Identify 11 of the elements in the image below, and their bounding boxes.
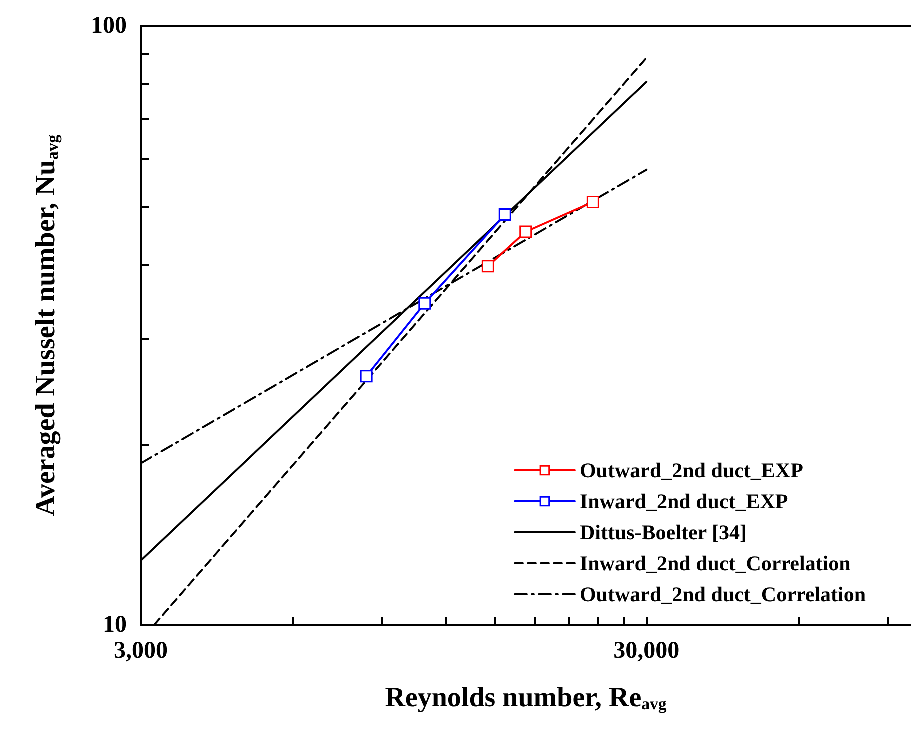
x-tick-label: 30,000 (614, 638, 680, 664)
legend-label: Outward_2nd duct_Correlation (580, 582, 866, 606)
legend-label: Inward_2nd duct_EXP (580, 490, 788, 514)
y-axis-title: Averaged Nusselt number, Nuavg (30, 134, 62, 516)
legend-label: Inward_2nd duct_Correlation (580, 552, 852, 576)
legend-label: Outward_2nd duct_EXP (580, 458, 804, 482)
y-tick-label: 100 (91, 13, 127, 39)
legend-label: Dittus-Boelter [34] (580, 520, 747, 544)
y-tick-label: 10 (103, 612, 127, 638)
x-tick-label: 3,000 (114, 638, 168, 664)
x-axis-title: Reynolds number, Reavg (385, 682, 668, 714)
